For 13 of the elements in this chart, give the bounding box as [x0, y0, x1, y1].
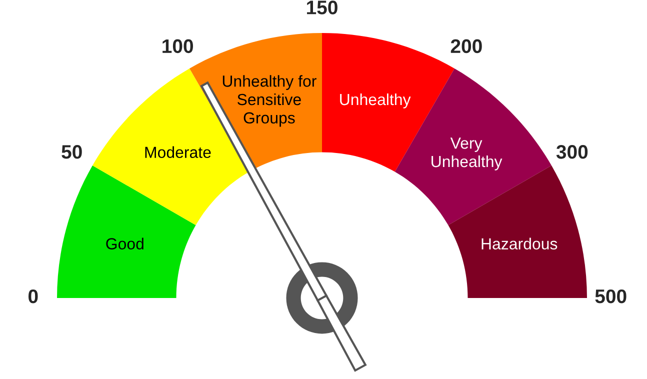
text: 0	[28, 289, 38, 304]
text: 200	[450, 39, 482, 54]
text: 150	[307, 0, 338, 14]
text: 500	[595, 289, 626, 304]
slice-label: Hazardous	[482, 238, 558, 250]
text: 100	[162, 39, 194, 54]
text: 50	[62, 145, 82, 159]
text: 300	[556, 145, 588, 159]
slice-label: Unhealthy for Sensitive Groups	[222, 75, 316, 127]
slice-label: Moderate	[145, 146, 211, 158]
slice-label: Unhealthy	[340, 93, 411, 108]
slice-label: Very Unhealthy	[432, 138, 502, 170]
slice-label: Good	[106, 238, 144, 250]
